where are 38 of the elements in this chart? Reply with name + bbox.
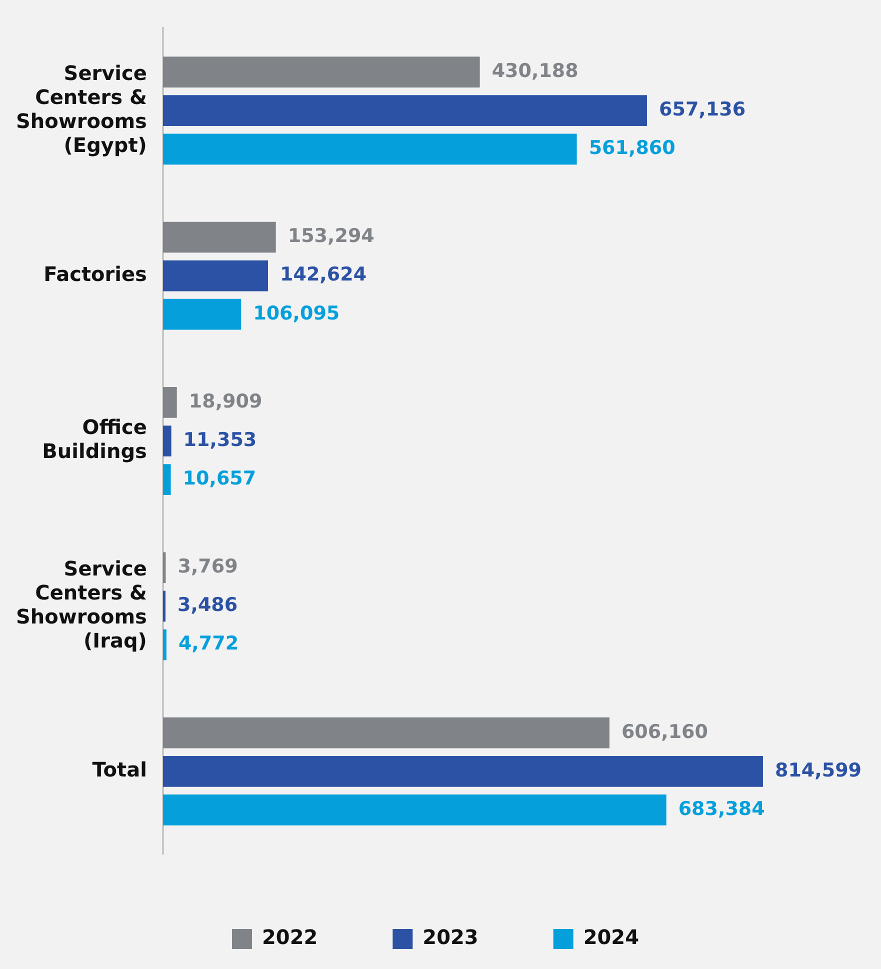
- data-label: 153,294: [288, 225, 374, 248]
- y-tick-label: Factories: [44, 262, 147, 286]
- data-label: 430,188: [492, 60, 578, 82]
- bar: [162, 387, 177, 418]
- bar: [162, 464, 171, 495]
- bar: [162, 717, 610, 748]
- y-tick-label: Total: [92, 758, 147, 782]
- y-tick-label: Office Buildings: [42, 415, 147, 464]
- y-tick-label: Service Centers & Showrooms (Egypt): [16, 60, 147, 157]
- data-label: 11,353: [183, 428, 257, 451]
- bar: [162, 56, 480, 88]
- data-label: 606,160: [621, 720, 708, 743]
- bar: [162, 95, 648, 126]
- data-label: 4,772: [178, 632, 239, 655]
- bar: [162, 590, 166, 622]
- data-label: 10,657: [182, 467, 256, 490]
- data-label: 561,860: [588, 137, 676, 160]
- bar: [162, 756, 763, 787]
- data-label: 657,136: [659, 98, 746, 121]
- data-label: 3,769: [178, 556, 238, 578]
- data-label: 814,599: [774, 759, 862, 782]
- bar: [162, 426, 172, 456]
- data-label: 106,095: [253, 302, 340, 324]
- bar: [162, 260, 268, 292]
- y-tick-label: Service Centers & Showrooms (Iraq): [16, 556, 147, 652]
- bar: [162, 629, 166, 660]
- legend-label: 2023: [422, 925, 478, 950]
- bar: [162, 794, 666, 826]
- data-label: 3,486: [178, 594, 238, 616]
- legend-label: 2024: [583, 925, 640, 950]
- data-label: 142,624: [280, 264, 367, 286]
- bar: [162, 298, 242, 330]
- bar: [162, 134, 577, 165]
- data-label: 18,909: [188, 390, 262, 412]
- legend-label: 2022: [262, 925, 318, 950]
- bar: [162, 222, 276, 253]
- data-label: 683,384: [678, 798, 765, 820]
- bar: [162, 552, 166, 584]
